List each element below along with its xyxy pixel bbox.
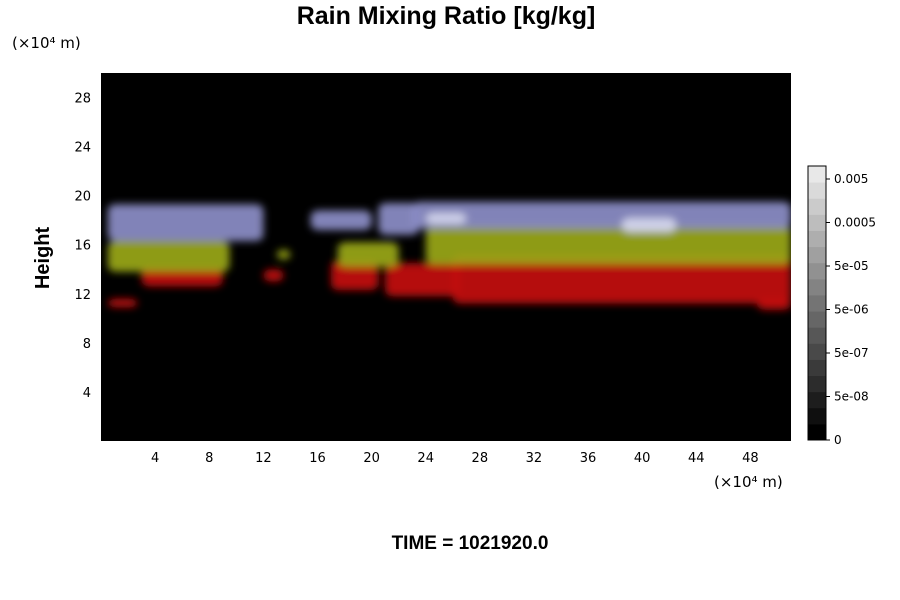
y-tick-label: 8	[83, 337, 91, 352]
band-red-segment	[331, 260, 379, 291]
x-tick-label: 4	[151, 451, 159, 466]
colorbar-swatch	[808, 375, 826, 393]
colorbar-swatch	[808, 214, 826, 231]
colorbar-swatch	[808, 278, 826, 296]
band-red-segment	[107, 298, 138, 308]
colorbar-swatch	[808, 198, 826, 215]
colorbar-swatch	[808, 294, 826, 312]
x-tick-label: 20	[363, 451, 380, 466]
colorbar-label: 0.0005	[834, 216, 876, 230]
y-tick-label: 4	[83, 386, 91, 401]
x-tick-label: 16	[309, 451, 326, 466]
x-tick-label: 24	[417, 451, 434, 466]
band-yellow-green	[107, 225, 791, 272]
band-yellow-green-segment	[107, 241, 230, 272]
band-lavender-segment	[412, 201, 791, 229]
colorbar-swatch	[808, 391, 826, 409]
x-tick-label: 36	[580, 451, 597, 466]
colorbar-label: 5e-05	[834, 259, 869, 273]
x-tick-label: 40	[634, 451, 651, 466]
band-yellow-green-segment	[276, 249, 291, 260]
colorbar-swatch	[808, 230, 826, 248]
band-lavender	[107, 201, 791, 242]
y-tick-label: 28	[74, 92, 91, 107]
band-whitish-segment	[425, 212, 467, 224]
colorbar: 0.005 0.0005 5e-05 5e-06 5e-07 5e-08 0	[807, 165, 876, 447]
colorbar-swatch	[808, 407, 826, 425]
colorbar-swatch	[808, 311, 826, 328]
band-yellow-green-segment	[337, 242, 399, 267]
x-tick-label: 12	[255, 451, 272, 466]
y-axis-label: Height	[32, 227, 54, 290]
heatmap-bands	[107, 201, 791, 310]
time-label: TIME = 1021920.0	[392, 533, 549, 554]
x-tick-label: 32	[526, 451, 543, 466]
y-tick-label: 24	[74, 141, 91, 156]
colorbar-label: 5e-06	[834, 303, 869, 317]
colorbar-swatch	[808, 166, 826, 183]
x-tick-label: 48	[742, 451, 759, 466]
x-tick-label: 28	[472, 451, 489, 466]
band-yellow-green-segment	[425, 225, 791, 265]
colorbar-frame	[807, 165, 827, 441]
y-tick-label: 16	[74, 239, 91, 254]
band-red-segment	[385, 263, 460, 297]
colorbar-swatch	[808, 359, 826, 377]
colorbar-swatch	[808, 246, 826, 264]
band-red-segment	[263, 269, 284, 282]
y-axis-ticks: 4 8 12 16 20 24 28	[74, 92, 91, 401]
colorbar-swatch	[808, 327, 826, 344]
colorbar-swatch	[808, 423, 826, 441]
band-lavender-segment	[310, 210, 372, 231]
x-tick-label: 8	[205, 451, 213, 466]
band-red-segment	[757, 298, 791, 310]
band-lavender-segment	[107, 204, 264, 242]
x-axis-ticks: 4 8 12 16 20 24 28 32 36 40 44 48	[151, 451, 759, 466]
y-tick-label: 20	[74, 190, 91, 205]
band-lavender-segment	[378, 203, 419, 235]
y-axis-unit: (×10⁴ m)	[12, 34, 81, 52]
x-tick-label: 44	[688, 451, 705, 466]
band-whitish-segment	[621, 217, 676, 233]
colorbar-label: 0.005	[834, 172, 868, 186]
band-red-segment	[452, 254, 791, 304]
y-tick-label: 12	[74, 288, 91, 303]
colorbar-swatch	[808, 343, 826, 360]
colorbar-label: 5e-07	[834, 346, 869, 360]
x-axis-unit: (×10⁴ m)	[714, 473, 783, 491]
colorbar-swatch	[808, 262, 826, 280]
colorbar-label: 5e-08	[834, 390, 869, 404]
colorbar-swatch	[808, 182, 826, 199]
colorbar-label: 0	[834, 433, 842, 447]
band-whitish	[425, 212, 676, 233]
chart-title: Rain Mixing Ratio [kg/kg]	[297, 2, 596, 30]
